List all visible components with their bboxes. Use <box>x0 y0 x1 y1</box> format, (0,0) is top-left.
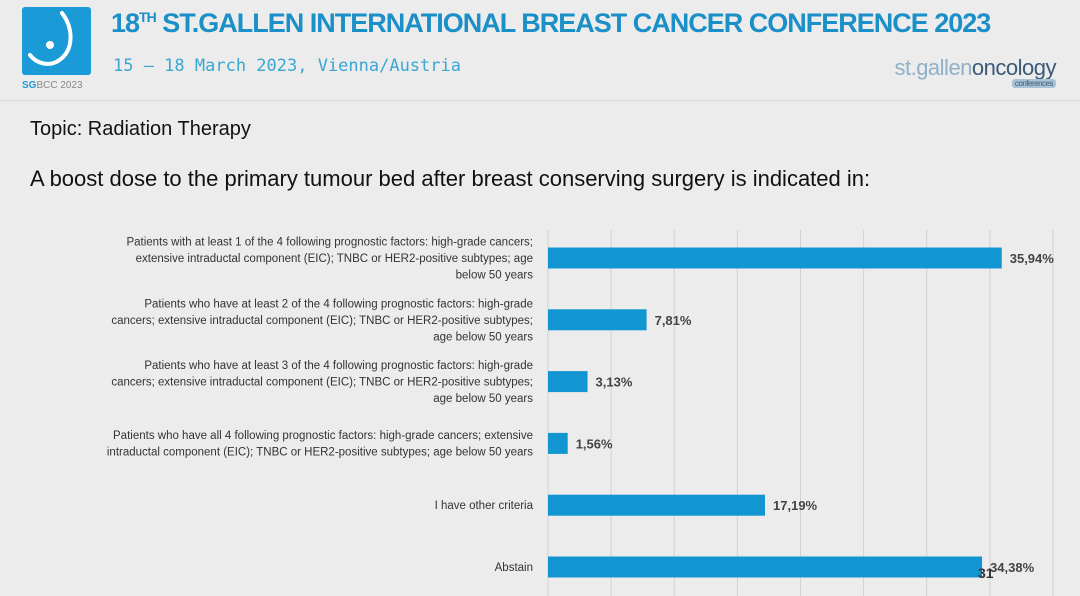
logo-caption: SGBCC 2023 <box>22 80 83 91</box>
bar <box>548 556 983 578</box>
category-label: extensive intraductal component (EIC); T… <box>136 253 533 265</box>
conference-title: 18TH ST.GALLEN INTERNATIONAL BREAST CANC… <box>111 8 991 38</box>
stgallen-oncology-logo: st.gallenoncology conferences <box>894 55 1057 88</box>
breast-logo-icon <box>28 11 73 66</box>
data-label: 34,38% <box>990 560 1035 575</box>
bar <box>548 371 588 393</box>
category-label: cancers; extensive intraductal component… <box>111 315 533 327</box>
question-text: A boost dose to the primary tumour bed a… <box>30 166 871 191</box>
bar <box>548 432 568 454</box>
data-label: 35,94% <box>1010 251 1055 266</box>
data-label: 3,13% <box>596 375 633 390</box>
category-label: Patients who have at least 2 of the 4 fo… <box>144 298 533 310</box>
sgbcc-logo <box>22 7 91 75</box>
category-label: Abstain <box>495 562 533 574</box>
category-label: intraductal component (EIC); TNBC or HER… <box>107 447 533 459</box>
conference-dates: 15 – 18 March 2023, Vienna/Austria <box>113 56 461 76</box>
category-label: I have other criteria <box>435 500 534 512</box>
category-label: age below 50 years <box>433 393 533 405</box>
topic-heading: Topic: Radiation Therapy <box>30 118 251 140</box>
header-divider <box>0 100 1080 101</box>
bar <box>548 247 1002 269</box>
category-label: Patients who have at least 3 of the 4 fo… <box>144 360 533 372</box>
bar <box>548 494 766 516</box>
category-label: Patients with at least 1 of the 4 follow… <box>126 237 533 249</box>
data-label: 1,56% <box>576 436 613 451</box>
data-label: 7,81% <box>655 313 692 328</box>
category-label: below 50 years <box>456 270 534 282</box>
bar <box>548 309 647 331</box>
category-label: cancers; extensive intraductal component… <box>111 377 533 389</box>
category-label: Patients who have all 4 following progno… <box>113 430 533 442</box>
data-label: 17,19% <box>773 498 818 513</box>
category-label: age below 50 years <box>433 331 533 343</box>
